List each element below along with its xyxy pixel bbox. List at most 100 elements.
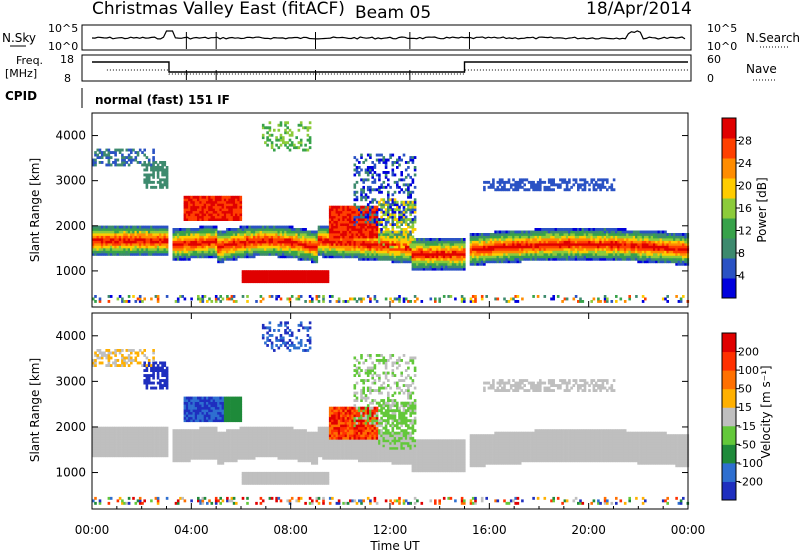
power-cell: [684, 252, 687, 256]
power-cell: [518, 233, 522, 236]
power-cell: [92, 161, 95, 164]
power-cell: [612, 235, 616, 239]
power-cell: [219, 252, 222, 256]
power-cell: [324, 280, 327, 284]
power-cell: [630, 250, 634, 254]
power-cell: [512, 245, 515, 249]
power-cell: [420, 245, 424, 249]
power-cell: [407, 218, 410, 221]
power-cell: [657, 235, 661, 239]
power-cell: [498, 238, 502, 241]
power-cell: [382, 230, 386, 234]
power-cell: [505, 240, 509, 244]
power-cell: [476, 235, 479, 239]
power-cell: [264, 230, 267, 234]
power-cell: [130, 158, 133, 162]
date-label: 18/Apr/2014: [586, 0, 692, 19]
power-cell: [532, 252, 535, 256]
freq-tick-bottom: 8: [64, 72, 71, 85]
power-cell: [188, 252, 191, 256]
power-cell: [570, 240, 573, 244]
power-cell: [152, 235, 155, 239]
power-cell: [545, 233, 549, 236]
power-cell: [409, 158, 412, 162]
power-cell: [554, 242, 558, 246]
power-cell: [599, 238, 602, 241]
power-cell: [302, 255, 305, 259]
power-cell: [666, 242, 669, 246]
power-cell: [320, 245, 323, 249]
power-cell: [572, 250, 576, 254]
power-cell: [92, 158, 95, 162]
power-cell: [183, 238, 187, 241]
power-cell: [505, 233, 509, 236]
power-cell: [409, 247, 412, 251]
power-cell: [601, 257, 605, 261]
power-cell: [221, 252, 225, 256]
power-cell: [471, 233, 475, 236]
power-cell: [335, 210, 339, 214]
power-cell: [509, 235, 513, 239]
power-cell: [326, 277, 330, 281]
power-cell: [273, 247, 276, 251]
power-cell: [615, 247, 618, 251]
power-cell: [471, 262, 475, 266]
power-cell: [192, 205, 196, 209]
power-cell: [150, 230, 153, 234]
power-cell: [579, 250, 582, 254]
power-cell: [393, 218, 397, 221]
power-cell: [393, 252, 397, 256]
power-cell: [246, 247, 249, 251]
power-cell: [219, 242, 222, 246]
power-cell: [563, 233, 567, 236]
power-cell: [109, 238, 113, 241]
power-cell: [246, 270, 249, 274]
power-cell: [223, 218, 227, 221]
power-cell: [442, 260, 446, 264]
power-cell: [116, 235, 120, 239]
power-cell: [226, 210, 229, 214]
power-cell: [340, 255, 343, 259]
power-cell: [539, 188, 542, 192]
power-cell: [577, 247, 580, 251]
power-cell: [288, 300, 292, 303]
power-cell: [273, 148, 276, 152]
power-cell: [599, 230, 602, 234]
power-cell: [362, 255, 365, 259]
power-cell: [107, 158, 111, 162]
power-cell: [530, 252, 533, 256]
power-cell: [610, 188, 614, 192]
power-cell: [337, 213, 341, 217]
power-cell: [621, 235, 625, 239]
power-cell: [163, 178, 167, 182]
power-cell: [366, 255, 370, 259]
power-cell: [154, 240, 158, 244]
power-cell: [637, 238, 640, 241]
power-cell: [440, 265, 444, 269]
power-cell: [147, 252, 151, 256]
power-cell: [556, 185, 560, 189]
power-cell: [340, 208, 343, 212]
power-cell: [335, 215, 339, 219]
power-cell: [373, 297, 377, 301]
power-cell: [382, 203, 386, 207]
power-cell: [138, 161, 142, 164]
power-cell: [201, 205, 205, 209]
power-cell: [398, 158, 401, 162]
power-cell: [161, 240, 164, 244]
power-cell: [340, 242, 343, 246]
power-cell: [320, 277, 323, 281]
power-cell: [418, 267, 421, 271]
power-cell: [161, 163, 164, 167]
power-cell: [389, 233, 392, 236]
power-cell: [552, 257, 555, 261]
power-cell: [223, 215, 227, 219]
power-cell: [610, 255, 614, 259]
power-cell: [163, 171, 167, 174]
power-cell: [418, 257, 421, 261]
power-cell: [161, 233, 164, 236]
power-cell: [261, 245, 265, 249]
power-cell: [349, 225, 352, 229]
power-cell: [579, 247, 582, 251]
power-cell: [442, 245, 446, 249]
